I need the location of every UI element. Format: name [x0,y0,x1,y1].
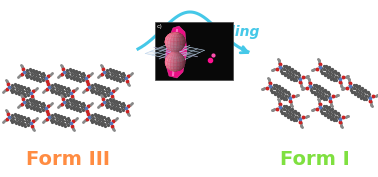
Polygon shape [165,26,187,78]
Bar [155,22,233,80]
Text: Cooling: Cooling [202,25,260,39]
Text: c): c) [157,24,163,29]
Text: Form I: Form I [280,150,350,169]
Text: Form III: Form III [26,150,110,169]
